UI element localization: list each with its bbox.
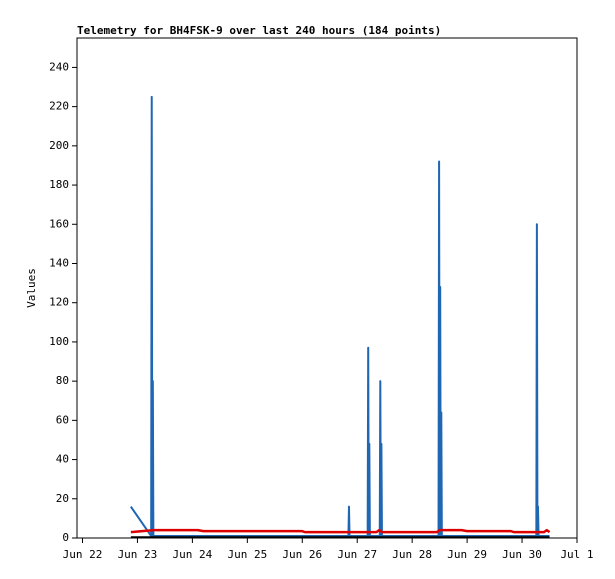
y-tick-label: 60 xyxy=(56,413,69,426)
x-tick-label: Jun 28 xyxy=(392,548,432,561)
y-axis-label: Values xyxy=(25,268,38,308)
y-tick-label: 40 xyxy=(56,453,69,466)
y-tick-label: 180 xyxy=(49,178,69,191)
y-tick-label: 140 xyxy=(49,256,69,269)
x-tick-label: Jun 24 xyxy=(173,548,213,561)
x-tick-label: Jun 23 xyxy=(118,548,158,561)
y-tick-label: 0 xyxy=(62,531,69,544)
y-tick-label: 220 xyxy=(49,100,69,113)
series-line xyxy=(130,528,551,534)
plot-frame xyxy=(76,37,578,539)
chart-title: Telemetry for BH4FSK-9 over last 240 hou… xyxy=(77,24,441,37)
y-tick-label: 160 xyxy=(49,217,69,230)
y-tick-label: 240 xyxy=(49,60,69,73)
y-tick-label: 20 xyxy=(56,492,69,505)
x-tick-label: Jun 22 xyxy=(63,548,103,561)
x-tick-label: Jun 27 xyxy=(337,548,377,561)
x-tick-label: Jun 25 xyxy=(227,548,267,561)
x-tick-label: Jun 29 xyxy=(447,548,487,561)
y-tick-label: 100 xyxy=(49,335,69,348)
x-tick-label: Jul 1 xyxy=(560,548,593,561)
x-tick-label: Jun 30 xyxy=(502,548,542,561)
y-tick-label: 120 xyxy=(49,296,69,309)
series-line xyxy=(130,95,550,538)
y-tick-label: 80 xyxy=(56,374,69,387)
y-tick-label: 200 xyxy=(49,139,69,152)
x-tick-label: Jun 26 xyxy=(282,548,322,561)
